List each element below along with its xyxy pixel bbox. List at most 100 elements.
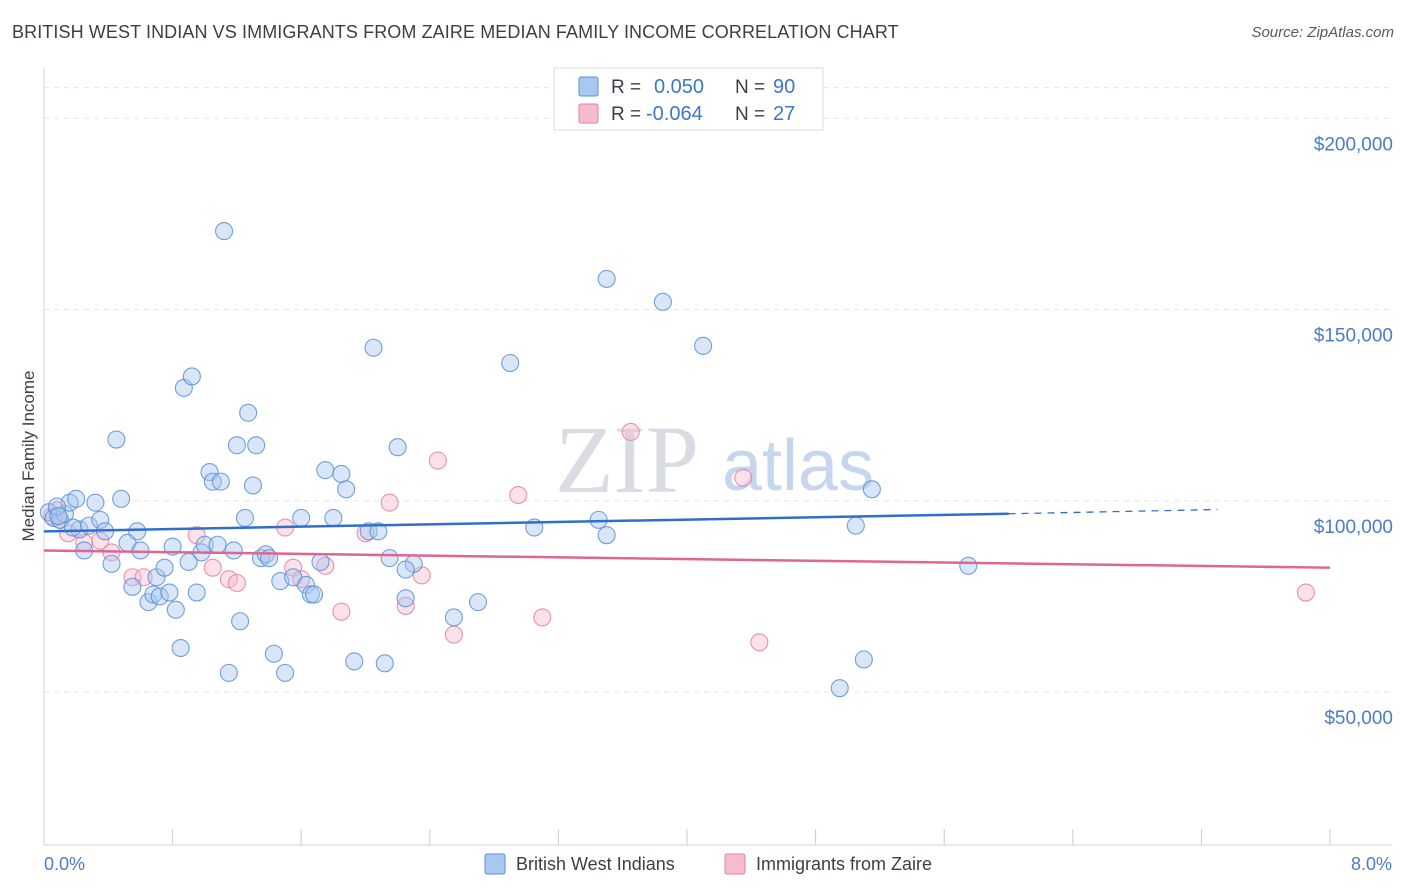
point-british-west-indians (359, 522, 378, 541)
point-british-west-indians (239, 403, 258, 422)
x-ticks (172, 829, 1331, 845)
point-british-west-indians (144, 585, 163, 604)
point-british-west-indians (854, 650, 873, 669)
point-british-west-indians (444, 608, 463, 627)
point-british-west-indians (396, 560, 415, 579)
point-british-west-indians (102, 554, 121, 573)
point-immigrants-from-zaire (91, 531, 110, 550)
legend-swatch-blue (578, 76, 599, 97)
point-immigrants-from-zaire (428, 451, 447, 470)
point-british-west-indians (155, 558, 174, 577)
point-immigrants-from-zaire (533, 608, 552, 627)
point-british-west-indians (224, 541, 243, 560)
point-british-west-indians (364, 338, 383, 357)
point-british-west-indians (316, 461, 335, 480)
point-immigrants-from-zaire (621, 422, 640, 441)
legend-r-label-blue: R = (611, 77, 641, 98)
point-british-west-indians (501, 353, 520, 373)
point-british-west-indians (86, 493, 105, 512)
point-british-west-indians (63, 518, 82, 537)
stats-legend-box (553, 67, 824, 131)
point-british-west-indians (369, 522, 388, 541)
point-british-west-indians (396, 589, 415, 608)
point-british-west-indians (375, 654, 394, 673)
point-british-west-indians (247, 436, 266, 455)
point-british-west-indians (112, 489, 131, 508)
point-immigrants-from-zaire (734, 468, 753, 487)
point-british-west-indians (305, 585, 324, 604)
chart-title: BRITISH WEST INDIAN VS IMMIGRANTS FROM Z… (12, 22, 899, 42)
point-british-west-indians (388, 438, 407, 457)
legend-n-value-blue: 90 (773, 76, 795, 98)
point-immigrants-from-zaire (750, 633, 769, 652)
legend-n-label-pink: N = (735, 104, 765, 125)
point-british-west-indians (231, 612, 250, 631)
point-british-west-indians (182, 367, 201, 386)
point-immigrants-from-zaire (444, 625, 463, 644)
legend-r-value-blue: 0.050 (654, 76, 704, 98)
trend-line-immigrants-from-zaire (43, 549, 1331, 569)
axes (43, 68, 1392, 846)
point-british-west-indians (219, 663, 238, 682)
trend-line-british-west-indians-extension (1008, 508, 1218, 515)
point-immigrants-from-zaire (59, 524, 78, 543)
point-british-west-indians (276, 663, 295, 682)
trend-line-british-west-indians (43, 512, 1009, 533)
watermark-zip: ZIP (555, 406, 699, 513)
point-british-west-indians (292, 508, 311, 528)
chart-source: Source: ZipAtlas.com (1251, 24, 1394, 41)
point-british-west-indians (959, 556, 978, 575)
point-immigrants-from-zaire (509, 485, 528, 505)
point-british-west-indians (311, 552, 330, 572)
point-british-west-indians (47, 497, 66, 516)
x-max-label: 8.0% (1351, 854, 1392, 874)
y-axis-title: Median Family Income (19, 370, 38, 541)
y-tick-labels: $50,000 $100,000 $150,000 $200,000 (1314, 134, 1393, 729)
legend-n-label-blue: N = (735, 77, 765, 98)
gridlines (44, 87, 1392, 693)
series-legend-swatch-blue (484, 853, 506, 875)
point-british-west-indians (846, 516, 865, 535)
point-immigrants-from-zaire (1296, 583, 1315, 602)
point-british-west-indians (345, 652, 364, 671)
point-british-west-indians (214, 222, 234, 241)
point-british-west-indians (324, 508, 343, 528)
point-british-west-indians (49, 506, 68, 526)
point-british-west-indians (91, 510, 110, 529)
point-british-west-indians (128, 522, 147, 541)
stats-legend: R = 0.050 N = 90 R = -0.064 N = 27 (553, 67, 824, 131)
point-british-west-indians (123, 577, 142, 596)
point-british-west-indians (227, 436, 246, 455)
point-british-west-indians (187, 583, 206, 602)
point-british-west-indians (264, 644, 283, 663)
series-legend-label-pink: Immigrants from Zaire (756, 854, 932, 874)
point-british-west-indians (468, 593, 488, 612)
y-tick-label: $50,000 (1324, 708, 1393, 729)
point-british-west-indians (171, 638, 190, 658)
series-legend: British West Indians Immigrants from Zai… (484, 853, 932, 875)
point-british-west-indians (107, 430, 126, 449)
point-british-west-indians (830, 679, 849, 698)
point-immigrants-from-zaire (203, 558, 222, 577)
series-legend-label-blue: British West Indians (516, 854, 675, 874)
point-british-west-indians (243, 476, 263, 495)
trend-lines (43, 508, 1331, 569)
point-british-west-indians (332, 464, 351, 484)
point-british-west-indians (694, 336, 713, 355)
point-british-west-indians (380, 549, 399, 568)
point-british-west-indians (150, 587, 169, 606)
point-british-west-indians (211, 472, 230, 491)
series-legend-swatch-pink (724, 853, 746, 875)
legend-r-label-pink: R = (611, 104, 641, 125)
point-immigrants-from-zaire (380, 493, 399, 512)
point-british-west-indians (235, 508, 254, 528)
legend-swatch-pink (578, 103, 599, 124)
point-immigrants-from-zaire (332, 602, 351, 621)
point-immigrants-from-zaire (227, 573, 246, 593)
point-british-west-indians (862, 480, 881, 499)
legend-r-value-pink: -0.064 (646, 103, 703, 125)
point-british-west-indians (208, 535, 227, 554)
watermark-atlas: atlas (722, 426, 874, 506)
point-british-west-indians (166, 600, 185, 619)
